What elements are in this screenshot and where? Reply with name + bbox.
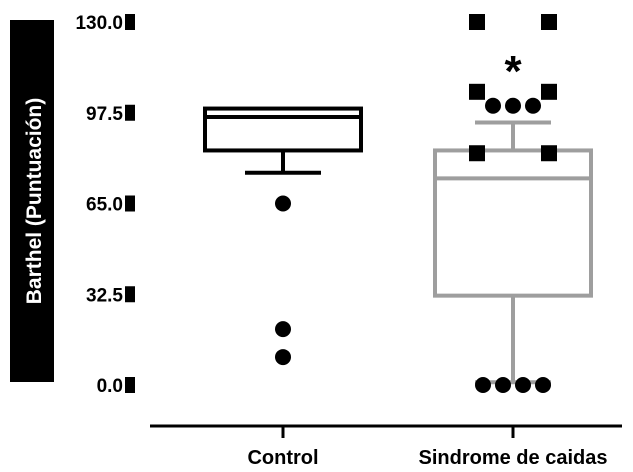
outlier-point: [495, 377, 511, 393]
outlier-point: [515, 377, 531, 393]
square-markers: *: [469, 14, 557, 162]
y-axis-title: Barthel (Puntuación): [23, 98, 46, 305]
box-group: [203, 106, 363, 366]
x-axis: Control Sindrome de caidas: [150, 424, 622, 469]
outlier-point: [475, 377, 491, 393]
box-group: [433, 97, 593, 393]
outlier-point: [525, 97, 541, 114]
square-marker: [469, 145, 485, 162]
y-tick-label: 65.0: [86, 195, 123, 216]
y-axis-label: Barthel (Puntuación): [10, 20, 54, 382]
y-tick-label: 97.5: [86, 104, 123, 125]
y-axis: 0.0 32.5 65.0 97.5 130.0: [75, 13, 135, 397]
square-marker: [469, 14, 485, 30]
y-tick: [125, 104, 135, 121]
y-tick: [125, 286, 135, 303]
significance-annotation: *: [504, 47, 522, 96]
square-marker: [469, 83, 485, 100]
square-marker: [541, 14, 557, 30]
y-tick: [125, 14, 135, 30]
outlier-point: [275, 349, 291, 366]
outlier-point: [485, 97, 501, 114]
y-tick: [125, 195, 135, 212]
outlier-point: [275, 195, 291, 212]
square-marker: [541, 145, 557, 162]
box-iqr: [433, 148, 593, 298]
y-tick-label: 130.0: [75, 13, 123, 34]
outlier-point: [275, 321, 291, 338]
y-tick: [125, 377, 135, 393]
x-tick-label: Control: [247, 447, 318, 469]
x-tick-label: Sindrome de caidas: [419, 447, 608, 469]
outlier-point: [505, 97, 521, 114]
square-marker: [541, 83, 557, 100]
y-axis-label-background: [10, 20, 54, 382]
y-tick-label: 0.0: [97, 376, 123, 397]
outlier-point: [535, 377, 551, 393]
y-tick-label: 32.5: [86, 285, 123, 306]
box-plots: [203, 97, 593, 393]
box-iqr: [203, 106, 363, 153]
